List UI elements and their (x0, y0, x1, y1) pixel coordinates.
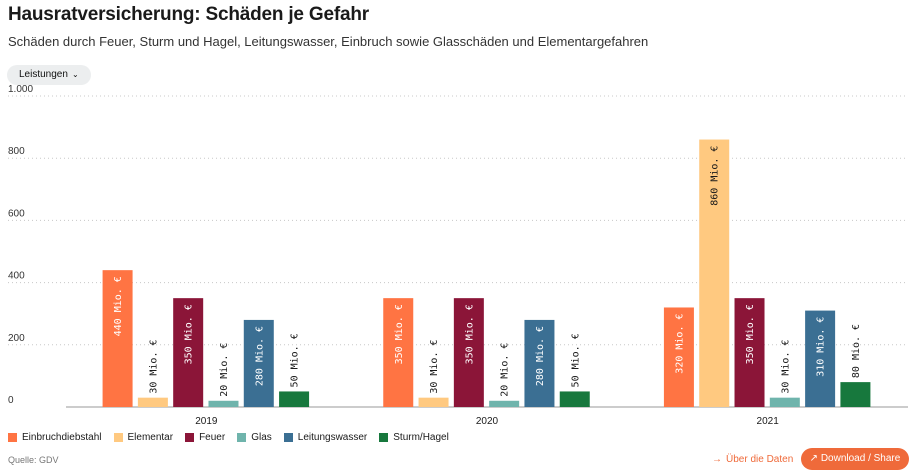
data-label: 80 Mio. € (851, 324, 862, 378)
y-tick-label: 400 (8, 271, 25, 282)
data-label: 280 Mio. € (254, 326, 265, 386)
bar (559, 391, 590, 407)
data-label: 20 Mio. € (500, 343, 511, 397)
bar (418, 397, 449, 407)
bar (173, 298, 204, 407)
data-label: 350 Mio. € (745, 304, 756, 364)
bar (137, 397, 168, 407)
bar (243, 319, 274, 407)
bar (805, 310, 836, 407)
y-tick-label: 800 (8, 146, 25, 157)
data-label: 350 Mio. € (184, 304, 195, 364)
bar (734, 298, 765, 407)
data-label: 350 Mio. € (464, 304, 475, 364)
metric-dropdown-label: Leistungen (19, 69, 68, 80)
legend-label: Elementar (127, 432, 174, 443)
legend-item[interactable]: Einbruchdiebstahl (8, 432, 102, 443)
bar (769, 397, 800, 407)
legend-item[interactable]: Elementar (113, 432, 174, 443)
x-tick-label: 2021 (757, 416, 780, 427)
bar-chart: 0 200 400 600 800 1.000 440 Mio. € 30 Mio. € 350… (8, 84, 908, 427)
legend-item[interactable]: Sturm/Hagel (379, 432, 449, 443)
legend-swatch (185, 433, 195, 442)
legend-swatch (283, 433, 293, 442)
data-label: 280 Mio. € (535, 326, 546, 386)
legend-item[interactable]: Feuer (185, 432, 225, 443)
data-label: 30 Mio. € (148, 339, 159, 393)
arrow-right-icon: → (712, 454, 722, 465)
legend-label: Feuer (199, 432, 226, 443)
metric-dropdown[interactable]: Leistungen ⌄ (7, 65, 91, 85)
bar (208, 400, 239, 407)
legend-swatch (113, 433, 123, 442)
data-label: 860 Mio. € (710, 146, 721, 206)
data-label: 320 Mio. € (674, 313, 685, 373)
legend-label: Sturm/Hagel (393, 432, 449, 443)
legend-swatch (379, 433, 389, 442)
y-tick-label: 600 (8, 208, 25, 219)
bar (663, 307, 694, 407)
legend-label: Leitungswasser (297, 432, 368, 443)
data-label: 50 Mio. € (290, 333, 301, 387)
x-tick-label: 2020 (476, 416, 499, 427)
bar (102, 270, 133, 407)
legend-label: Glas (251, 432, 272, 443)
data-label: 50 Mio. € (570, 333, 581, 387)
chart-subtitle: Schäden durch Feuer, Sturm und Hagel, Le… (8, 34, 649, 49)
y-tick-label: 1.000 (8, 84, 33, 95)
bar (279, 391, 310, 407)
legend-item[interactable]: Leitungswasser (283, 432, 368, 443)
data-label: 350 Mio. € (394, 304, 405, 364)
legend-swatch (237, 433, 247, 442)
bar (699, 139, 730, 408)
y-tick-label: 0 (8, 395, 14, 406)
bar (453, 298, 484, 407)
chart-legend: Einbruchdiebstahl Elementar Feuer Glas Leitu… (8, 432, 449, 443)
bar (383, 298, 414, 407)
data-label: 20 Mio. € (219, 343, 230, 397)
bar (840, 382, 871, 407)
download-share-button[interactable]: ↗ Download / Share (801, 448, 909, 470)
bar (489, 400, 520, 407)
legend-label: Einbruchdiebstahl (22, 432, 102, 443)
source-note: Quelle: GDV (8, 455, 59, 465)
data-label: 440 Mio. € (113, 276, 124, 336)
share-label: Download / Share (820, 453, 901, 464)
bar (524, 319, 555, 407)
data-label: 30 Mio. € (429, 339, 440, 393)
chart-title: Hausratversicherung: Schäden je Gefahr (8, 4, 369, 25)
arrow-up-right-icon: ↗ (809, 453, 821, 464)
y-tick-label: 200 (8, 333, 25, 344)
data-label: 310 Mio. € (816, 317, 827, 377)
about-data-link[interactable]: → Über die Daten (712, 454, 793, 465)
x-tick-label: 2019 (195, 416, 218, 427)
data-label: 30 Mio. € (780, 339, 791, 393)
about-data-label: Über die Daten (726, 454, 794, 465)
chevron-down-icon: ⌄ (71, 70, 79, 79)
legend-item[interactable]: Glas (237, 432, 272, 443)
legend-swatch (8, 433, 17, 442)
